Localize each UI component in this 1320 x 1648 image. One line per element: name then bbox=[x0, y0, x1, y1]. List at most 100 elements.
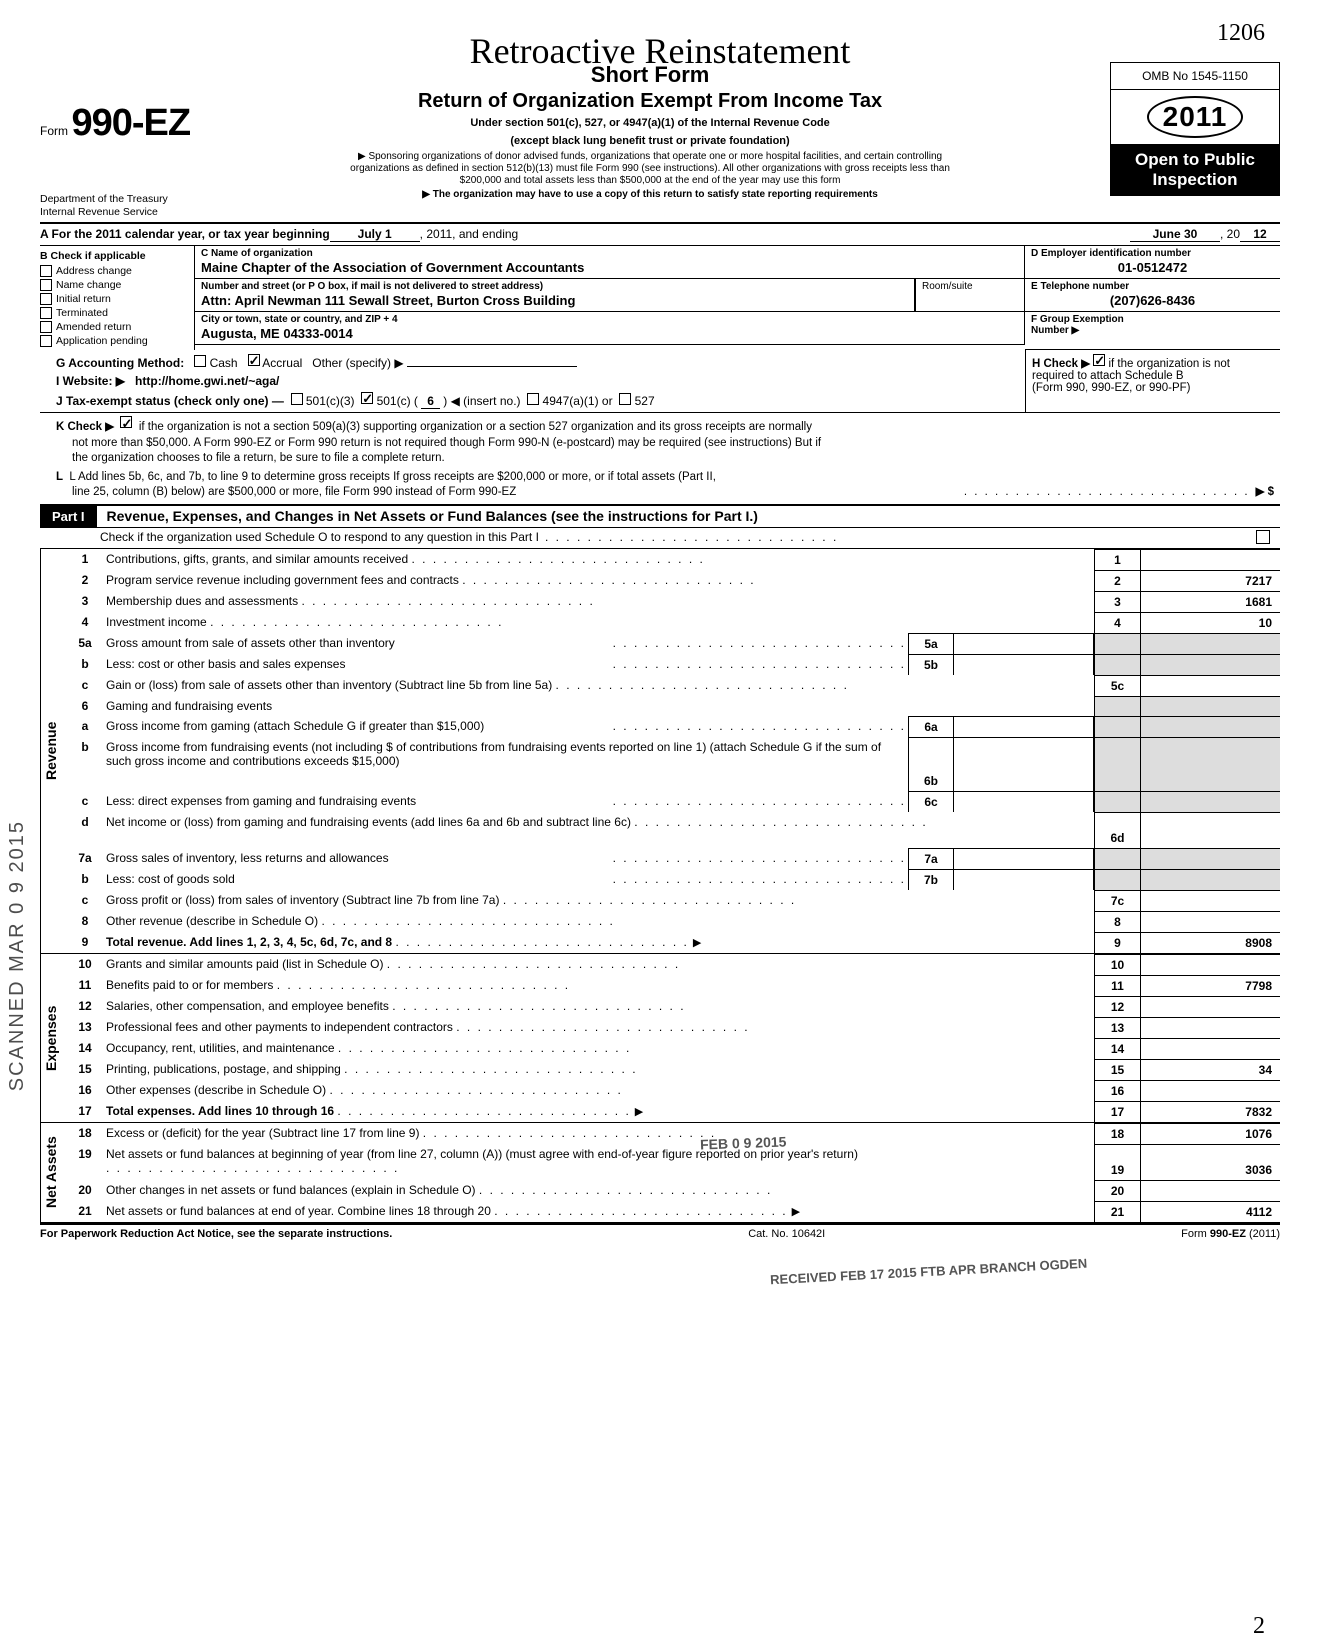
l5c-amt[interactable] bbox=[1140, 675, 1280, 696]
website-value[interactable]: http://home.gwi.net/~aga/ bbox=[135, 374, 279, 388]
footer-left: For Paperwork Reduction Act Notice, see … bbox=[40, 1228, 392, 1240]
open-l1: Open to Public bbox=[1113, 150, 1277, 170]
l5b-val[interactable] bbox=[954, 654, 1094, 675]
open-l2: Inspection bbox=[1113, 170, 1277, 190]
expenses-section: Expenses 10Grants and similar amounts pa… bbox=[40, 954, 1280, 1123]
l-arrow: ▶ $ bbox=[1256, 485, 1274, 501]
l17-amt[interactable]: 7832 bbox=[1140, 1101, 1280, 1122]
b-c3: Initial return bbox=[56, 293, 111, 305]
chk-address[interactable] bbox=[40, 265, 52, 277]
chk-4947[interactable] bbox=[527, 393, 539, 405]
chk-initial[interactable] bbox=[40, 293, 52, 305]
j-501c-close: ) ◀ (insert no.) bbox=[443, 394, 520, 408]
l19-amt[interactable]: 3036 bbox=[1140, 1144, 1280, 1180]
l13-amt[interactable] bbox=[1140, 1017, 1280, 1038]
subtitle-2: (except black lung benefit trust or priv… bbox=[330, 135, 970, 149]
org-addr[interactable]: Attn: April Newman 111 Sewall Street, Bu… bbox=[201, 292, 908, 309]
l4-t: Investment income bbox=[106, 615, 207, 629]
l14-amt[interactable] bbox=[1140, 1038, 1280, 1059]
l10-t: Grants and similar amounts paid (list in… bbox=[106, 957, 383, 971]
j-527: 527 bbox=[635, 394, 655, 408]
ty-end[interactable]: June 30 bbox=[1130, 227, 1220, 242]
chk-h[interactable] bbox=[1093, 354, 1105, 366]
l6c-val[interactable] bbox=[954, 791, 1094, 812]
l7b-val[interactable] bbox=[954, 869, 1094, 890]
part1-dots bbox=[545, 530, 1256, 544]
l20-amt[interactable] bbox=[1140, 1180, 1280, 1201]
l8-t: Other revenue (describe in Schedule O) bbox=[106, 914, 318, 928]
gij-left: G Accounting Method: Cash Accrual Other … bbox=[40, 350, 1025, 412]
dept-block: Department of the Treasury Internal Reve… bbox=[40, 193, 190, 218]
c-city-lbl: City or town, state or country, and ZIP … bbox=[201, 314, 1018, 325]
part1-header: Part I Revenue, Expenses, and Changes in… bbox=[40, 505, 1280, 528]
l8-amt[interactable] bbox=[1140, 911, 1280, 932]
h-l2: required to attach Schedule B bbox=[1032, 370, 1274, 382]
l6b-box: 6b bbox=[908, 737, 954, 791]
g-other: Other (specify) ▶ bbox=[312, 356, 403, 370]
l4-amt[interactable]: 10 bbox=[1140, 612, 1280, 633]
l3-amt[interactable]: 1681 bbox=[1140, 591, 1280, 612]
ein-value[interactable]: 01-0512472 bbox=[1031, 259, 1274, 276]
chk-501c3[interactable] bbox=[291, 393, 303, 405]
l18-amt[interactable]: 1076 bbox=[1140, 1123, 1280, 1144]
chk-501c[interactable] bbox=[361, 392, 373, 404]
l1-amt[interactable] bbox=[1140, 549, 1280, 570]
chk-k[interactable] bbox=[120, 416, 132, 428]
chk-amended[interactable] bbox=[40, 321, 52, 333]
row-k: K Check ▶ if the organization is not a s… bbox=[40, 413, 1280, 505]
c-addr-cell: Number and street (or P O box, if mail i… bbox=[195, 279, 915, 312]
l-dots bbox=[964, 485, 1250, 501]
k-t4: the organization chooses to file a retur… bbox=[72, 451, 1274, 467]
c-room-cell: Room/suite bbox=[915, 279, 1025, 312]
l2-amt[interactable]: 7217 bbox=[1140, 570, 1280, 591]
chk-527[interactable] bbox=[619, 393, 631, 405]
part1-title-txt: Revenue, Expenses, and Changes in Net As… bbox=[107, 508, 758, 524]
j-501c-open: 501(c) ( bbox=[377, 394, 418, 408]
block-bcd: B Check if applicable Address change Nam… bbox=[40, 246, 1280, 350]
l7c-amt[interactable] bbox=[1140, 890, 1280, 911]
chk-pending[interactable] bbox=[40, 335, 52, 347]
phone-value[interactable]: (207)626-8436 bbox=[1031, 292, 1274, 309]
k-t2: if the organization is not a section 509… bbox=[139, 421, 812, 433]
h-l1-row: H Check ▶ if the organization is not bbox=[1032, 354, 1274, 370]
h-block: H Check ▶ if the organization is not req… bbox=[1025, 350, 1280, 412]
l5a-t: Gross amount from sale of assets other t… bbox=[106, 636, 613, 651]
expenses-label: Expenses bbox=[40, 954, 66, 1122]
l6d-amt[interactable] bbox=[1140, 812, 1280, 848]
part1-checkbox[interactable] bbox=[1256, 530, 1270, 544]
c-name-cell: C Name of organization Maine Chapter of … bbox=[195, 246, 1025, 279]
chk-cash[interactable] bbox=[194, 355, 206, 367]
l6-t: Gaming and fundraising events bbox=[106, 699, 272, 713]
ty-yy[interactable]: 12 bbox=[1240, 227, 1280, 242]
l6d-t: Net income or (loss) from gaming and fun… bbox=[106, 815, 631, 829]
l10-amt[interactable] bbox=[1140, 954, 1280, 975]
l12-amt[interactable] bbox=[1140, 996, 1280, 1017]
org-name[interactable]: Maine Chapter of the Association of Gove… bbox=[201, 259, 1018, 276]
l9-amt[interactable]: 8908 bbox=[1140, 932, 1280, 953]
footer-mid: Cat. No. 10642I bbox=[748, 1228, 825, 1240]
chk-terminated[interactable] bbox=[40, 307, 52, 319]
chk-accrual[interactable] bbox=[248, 354, 260, 366]
j-501c3: 501(c)(3) bbox=[306, 394, 355, 408]
e-lbl: E Telephone number bbox=[1031, 281, 1274, 292]
h-l1b: if the organization is not bbox=[1108, 358, 1229, 370]
j-501c-n[interactable]: 6 bbox=[421, 394, 440, 409]
l11-amt[interactable]: 7798 bbox=[1140, 975, 1280, 996]
l5a-val[interactable] bbox=[954, 633, 1094, 654]
l6c-t: Less: direct expenses from gaming and fu… bbox=[106, 794, 613, 809]
l16-amt[interactable] bbox=[1140, 1080, 1280, 1101]
l-t2: line 25, column (B) below) are $500,000 … bbox=[72, 485, 516, 501]
g-accr: Accrual bbox=[262, 356, 302, 370]
g-line: G Accounting Method: Cash Accrual Other … bbox=[56, 352, 1019, 372]
l6b-val[interactable] bbox=[954, 737, 1094, 791]
l6a-val[interactable] bbox=[954, 716, 1094, 737]
netassets-lines: 18Excess or (deficit) for the year (Subt… bbox=[66, 1123, 1280, 1222]
ty-begin[interactable]: July 1 bbox=[330, 227, 420, 242]
g-other-blank[interactable] bbox=[407, 366, 577, 367]
g-lbl: G Accounting Method: bbox=[56, 356, 184, 370]
l15-amt[interactable]: 34 bbox=[1140, 1059, 1280, 1080]
l21-amt[interactable]: 4112 bbox=[1140, 1201, 1280, 1222]
chk-name[interactable] bbox=[40, 279, 52, 291]
org-city[interactable]: Augusta, ME 04333-0014 bbox=[201, 325, 1018, 342]
l7a-val[interactable] bbox=[954, 848, 1094, 869]
